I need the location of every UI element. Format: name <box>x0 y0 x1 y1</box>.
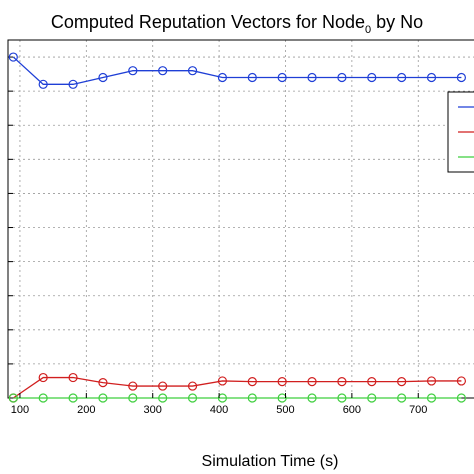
series-1-point-6 <box>187 381 198 391</box>
series-1-point-15 <box>456 376 467 386</box>
series-0-point-15 <box>456 72 467 83</box>
series-1-point-5 <box>158 381 168 391</box>
chart-title: Computed Reputation Vectors for Node0 by… <box>51 12 423 36</box>
series-0-point-5 <box>158 66 168 76</box>
series-1-point-8 <box>247 377 257 387</box>
series-0-point-11 <box>337 72 347 83</box>
grid <box>8 40 474 399</box>
series-2-point-5 <box>158 393 168 403</box>
series-0-line <box>12 56 462 85</box>
series-1-point-11 <box>337 377 347 387</box>
plot-frame <box>7 39 474 399</box>
series-1-line <box>12 376 462 399</box>
series-0-point-7 <box>217 72 228 83</box>
series-2-point-7 <box>217 393 228 403</box>
x-tick-label-1: 200 <box>77 404 95 416</box>
series-0-point-2 <box>68 79 78 89</box>
x-axis-ticks: 100 200 300 400 500 600 700 <box>11 393 427 416</box>
series-2 <box>8 393 467 403</box>
series-0-point-0 <box>8 52 18 62</box>
x-tick-label-6: 700 <box>409 404 427 416</box>
series-2-point-6 <box>187 393 198 403</box>
series-0-point-8 <box>247 72 257 83</box>
series-0-point-13 <box>397 72 407 83</box>
series-0-point-6 <box>187 66 198 76</box>
series-2-point-4 <box>128 393 138 403</box>
series-2-point-10 <box>307 393 317 403</box>
x-tick-label-5: 600 <box>343 404 361 416</box>
series-2-point-8 <box>247 393 257 403</box>
series-1-point-1 <box>38 372 48 383</box>
series-1-point-10 <box>307 377 317 387</box>
series-1-point-14 <box>426 376 437 386</box>
series-2-point-13 <box>397 393 407 403</box>
series-2-point-14 <box>426 393 437 403</box>
series-group <box>8 52 467 403</box>
series-2-point-11 <box>337 393 347 403</box>
x-tick-label-4: 500 <box>276 404 294 416</box>
x-tick-label-3: 400 <box>210 404 228 416</box>
series-0-point-4 <box>128 66 138 76</box>
series-2-point-1 <box>38 393 48 403</box>
x-tick-label-2: 300 <box>144 404 162 416</box>
series-1-point-12 <box>367 377 377 387</box>
series-1-point-4 <box>128 381 138 391</box>
series-2-point-0 <box>8 393 18 403</box>
series-2-point-3 <box>98 393 108 403</box>
x-tick-label-0: 100 <box>11 404 29 416</box>
series-1-point-2 <box>68 372 78 383</box>
series-0-point-1 <box>38 79 48 89</box>
series-2-point-12 <box>367 393 377 403</box>
series-1-point-3 <box>98 378 108 388</box>
series-2-point-2 <box>68 393 78 403</box>
series-0-point-10 <box>307 72 317 83</box>
series-1-point-13 <box>397 377 407 387</box>
series-0-point-9 <box>277 72 287 83</box>
legend <box>447 91 474 173</box>
series-2-point-9 <box>277 393 287 403</box>
series-0 <box>8 52 467 89</box>
x-axis-label: Simulation Time (s) <box>202 453 339 470</box>
series-2-point-15 <box>456 393 467 403</box>
series-1-point-7 <box>217 376 228 386</box>
series-0-point-12 <box>367 72 377 83</box>
series-0-point-14 <box>426 72 437 83</box>
series-0-point-3 <box>98 72 108 83</box>
series-1-point-9 <box>277 377 287 387</box>
